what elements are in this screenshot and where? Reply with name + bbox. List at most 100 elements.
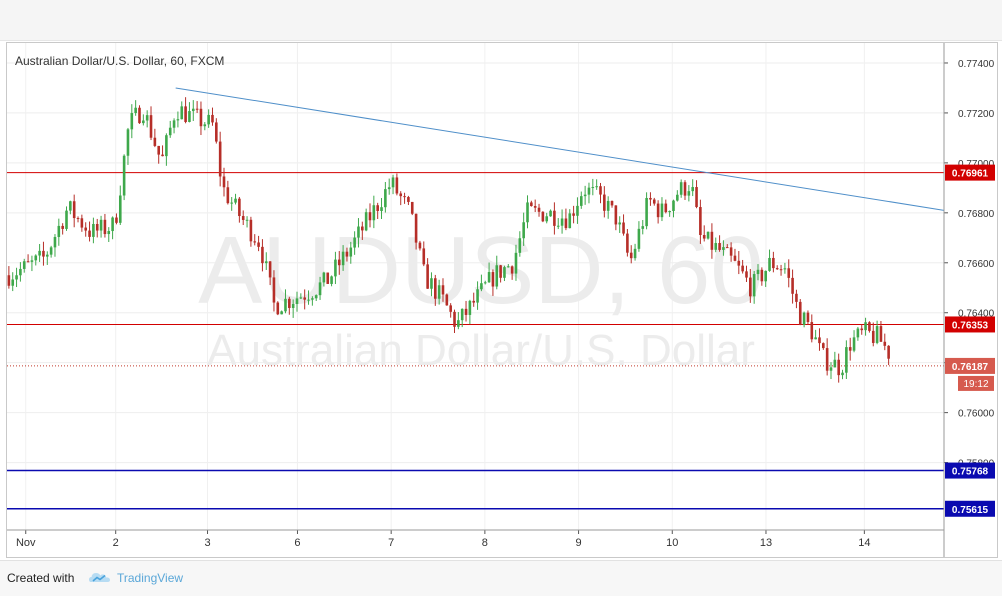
y-tick-label: 0.76000	[958, 409, 995, 420]
support-label-1-bg	[945, 500, 995, 517]
tradingview-link[interactable]: TradingView	[117, 571, 184, 585]
candle-body	[22, 261, 26, 269]
candle-body	[230, 202, 233, 204]
candle-body	[176, 119, 180, 121]
trendline	[175, 87, 945, 211]
candle-body	[203, 124, 207, 127]
candle-body	[15, 275, 18, 280]
x-tick-label: Nov	[16, 537, 36, 549]
watermark-name: Australian Dollar/U.S. Dollar	[207, 326, 755, 375]
candle-body	[168, 127, 172, 136]
candle-body	[357, 226, 360, 238]
candle-body	[656, 203, 660, 218]
resistance-label-0-text: 0.76961	[952, 169, 989, 180]
candle-body	[472, 300, 476, 303]
candle-body	[622, 222, 625, 234]
candle-body	[549, 210, 552, 217]
candle-body	[825, 348, 829, 371]
countdown-text: 19:12	[963, 379, 988, 390]
x-tick-label: 7	[388, 537, 394, 549]
candle-body	[526, 202, 529, 223]
candle-body	[637, 228, 641, 249]
candle-body	[798, 301, 802, 325]
candle-body	[322, 272, 326, 283]
candle-body	[468, 300, 472, 315]
candle-body	[268, 261, 272, 278]
candle-body	[364, 212, 368, 231]
candle-body	[691, 187, 694, 192]
x-tick-label: 14	[858, 537, 870, 549]
candle-body	[257, 242, 260, 247]
candle-body	[107, 231, 111, 235]
x-tick-label: 2	[113, 537, 119, 549]
x-tick-label: 10	[666, 537, 678, 549]
chart-panel[interactable]: AUDUSD, 60 Australian Dollar/U.S. Dollar…	[6, 42, 998, 558]
candles	[7, 97, 890, 383]
candle-body	[572, 213, 575, 216]
candle-body	[165, 135, 168, 157]
candle-body	[699, 207, 702, 236]
candle-body	[241, 216, 245, 220]
candle-body	[610, 200, 614, 206]
candle-body	[80, 218, 84, 228]
candle-body	[852, 337, 856, 351]
candle-body	[768, 257, 771, 271]
top-toolbar-strip	[0, 0, 1002, 41]
y-tick-label: 0.76600	[958, 259, 995, 270]
candle-body	[606, 200, 610, 211]
tradingview-cloud-icon[interactable]	[88, 569, 112, 585]
candle-body	[7, 275, 11, 286]
candle-body	[45, 254, 49, 257]
y-tick-label: 0.77200	[958, 109, 995, 120]
candle-body	[641, 226, 645, 229]
candle-body	[587, 187, 591, 195]
candle-body	[291, 303, 295, 308]
chart-title: Australian Dollar/U.S. Dollar, 60, FXCM	[15, 54, 224, 68]
candle-body	[652, 199, 656, 204]
candle-body	[403, 196, 406, 198]
candle-body	[272, 277, 276, 303]
candle-body	[583, 194, 587, 197]
candlestick-chart[interactable]: AUDUSD, 60 Australian Dollar/U.S. Dollar…	[7, 43, 997, 557]
candle-body	[53, 237, 57, 248]
candle-body	[11, 279, 15, 286]
candle-body	[218, 141, 222, 177]
candle-body	[756, 269, 760, 275]
candle-body	[118, 195, 122, 223]
candle-body	[453, 311, 456, 327]
candle-body	[795, 293, 798, 302]
candle-body	[591, 187, 595, 189]
candle-body	[871, 330, 875, 343]
candle-body	[564, 218, 568, 229]
candle-body	[326, 272, 330, 284]
candle-body	[95, 223, 99, 231]
candle-body	[802, 312, 806, 325]
candle-body	[741, 265, 744, 272]
candle-body	[334, 259, 337, 277]
candle-body	[264, 261, 268, 264]
candle-body	[702, 235, 706, 239]
candle-body	[249, 219, 253, 242]
candle-body	[553, 210, 556, 226]
candle-body	[65, 210, 68, 229]
candle-body	[664, 203, 668, 213]
candle-body	[510, 266, 514, 274]
candle-body	[533, 206, 537, 208]
candle-body	[418, 242, 422, 249]
candle-body	[875, 326, 879, 343]
candle-body	[380, 207, 383, 212]
candle-body	[368, 212, 372, 221]
candle-body	[26, 261, 30, 263]
candle-body	[69, 201, 72, 211]
candle-body	[764, 270, 767, 282]
candle-body	[779, 269, 783, 271]
candle-body	[603, 194, 606, 211]
watermark: AUDUSD, 60 Australian Dollar/U.S. Dollar	[198, 217, 764, 375]
candle-body	[706, 231, 710, 239]
candle-body	[860, 328, 864, 331]
candle-body	[211, 114, 214, 123]
candle-body	[395, 177, 399, 194]
resistance-label-0-bg	[945, 164, 995, 181]
candle-body	[718, 243, 721, 250]
candle-body	[38, 250, 41, 256]
